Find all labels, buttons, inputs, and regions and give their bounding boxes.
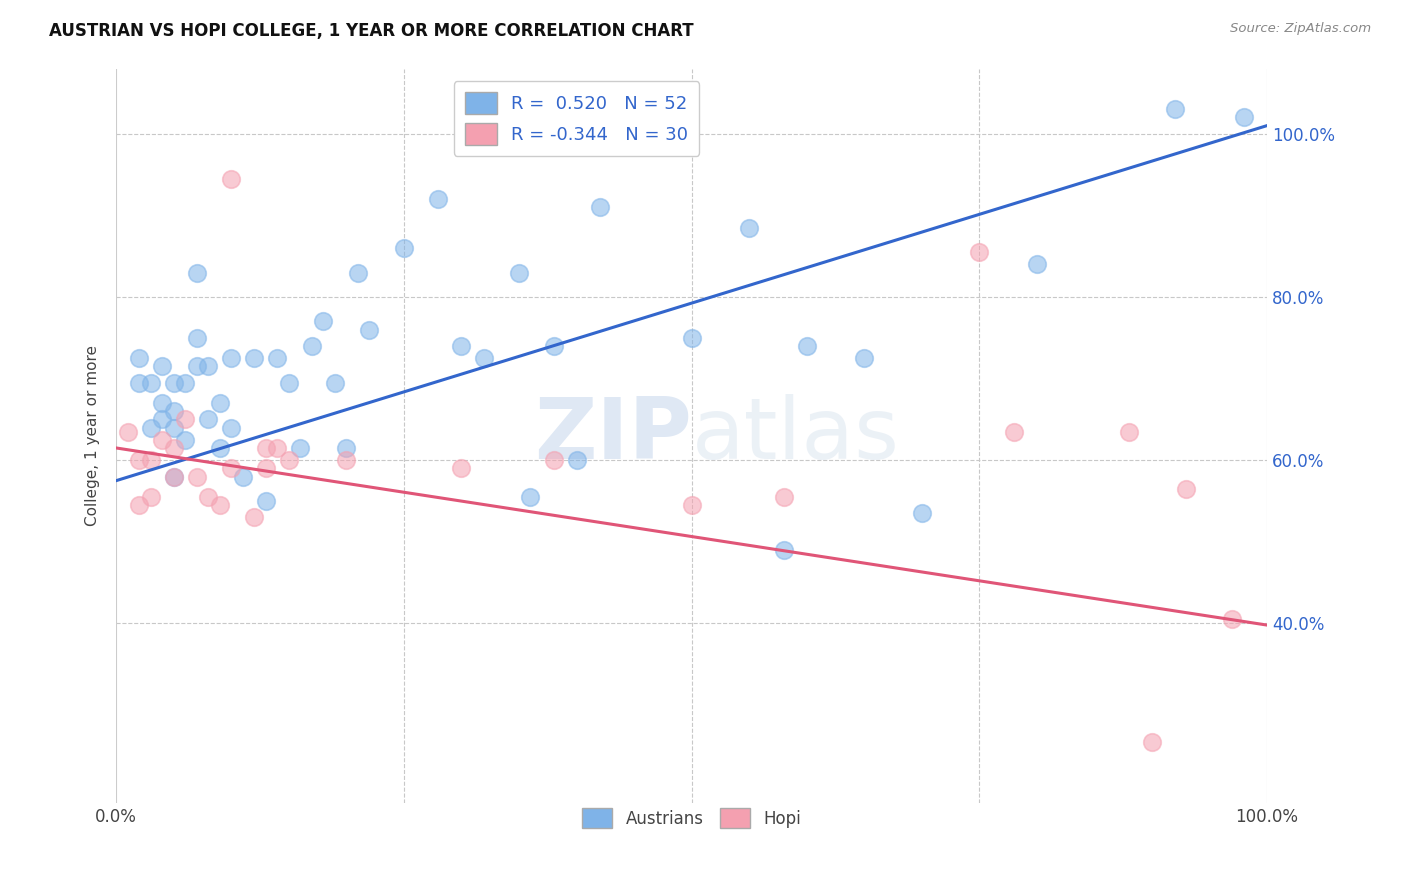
Point [301, 339, 323, 353]
Text: ZIP: ZIP [534, 394, 692, 477]
Point [163, 376, 186, 390]
Point [139, 420, 162, 434]
Point [1002, 425, 1025, 439]
Point [174, 376, 197, 390]
Point [359, 323, 381, 337]
Point [208, 498, 231, 512]
Point [128, 498, 150, 512]
Point [796, 339, 818, 353]
Point [232, 469, 254, 483]
Point [254, 494, 277, 508]
Point [312, 314, 335, 328]
Point [738, 220, 761, 235]
Point [1233, 111, 1256, 125]
Point [221, 461, 243, 475]
Point [335, 453, 357, 467]
Point [128, 351, 150, 366]
Point [519, 490, 541, 504]
Point [163, 404, 186, 418]
Point [163, 441, 186, 455]
Point [1222, 612, 1244, 626]
Point [277, 453, 299, 467]
Text: atlas: atlas [692, 394, 900, 477]
Point [139, 376, 162, 390]
Point [681, 498, 703, 512]
Point [681, 331, 703, 345]
Point [347, 266, 370, 280]
Point [197, 412, 219, 426]
Point [772, 543, 794, 558]
Point [117, 425, 139, 439]
Point [150, 396, 173, 410]
Point [588, 200, 610, 214]
Point [266, 351, 288, 366]
Point [197, 490, 219, 504]
Text: AUSTRIAN VS HOPI COLLEGE, 1 YEAR OR MORE CORRELATION CHART: AUSTRIAN VS HOPI COLLEGE, 1 YEAR OR MORE… [49, 22, 693, 40]
Point [208, 441, 231, 455]
Point [1164, 103, 1187, 117]
Point [565, 453, 588, 467]
Point [427, 192, 450, 206]
Point [266, 441, 288, 455]
Y-axis label: College, 1 year or more: College, 1 year or more [86, 345, 100, 526]
Point [335, 441, 357, 455]
Point [1175, 482, 1198, 496]
Point [450, 339, 472, 353]
Point [772, 490, 794, 504]
Point [967, 245, 990, 260]
Point [128, 453, 150, 467]
Point [128, 376, 150, 390]
Point [543, 339, 565, 353]
Point [243, 510, 266, 524]
Point [186, 359, 208, 374]
Point [139, 490, 162, 504]
Point [508, 266, 530, 280]
Legend: Austrians, Hopi: Austrians, Hopi [575, 801, 808, 835]
Point [221, 351, 243, 366]
Point [221, 171, 243, 186]
Point [163, 469, 186, 483]
Point [150, 433, 173, 447]
Point [163, 469, 186, 483]
Point [853, 351, 876, 366]
Point [221, 420, 243, 434]
Point [139, 453, 162, 467]
Point [323, 376, 346, 390]
Point [186, 266, 208, 280]
Text: Source: ZipAtlas.com: Source: ZipAtlas.com [1230, 22, 1371, 36]
Point [254, 461, 277, 475]
Point [1025, 257, 1047, 271]
Point [1118, 425, 1140, 439]
Point [174, 412, 197, 426]
Point [277, 376, 299, 390]
Point [254, 441, 277, 455]
Point [163, 420, 186, 434]
Point [392, 241, 415, 255]
Point [208, 396, 231, 410]
Point [186, 331, 208, 345]
Point [150, 412, 173, 426]
Point [174, 433, 197, 447]
Point [186, 469, 208, 483]
Point [474, 351, 496, 366]
Point [450, 461, 472, 475]
Point [290, 441, 312, 455]
Point [243, 351, 266, 366]
Point [197, 359, 219, 374]
Point [150, 359, 173, 374]
Point [1140, 735, 1163, 749]
Point [543, 453, 565, 467]
Point [911, 506, 934, 520]
